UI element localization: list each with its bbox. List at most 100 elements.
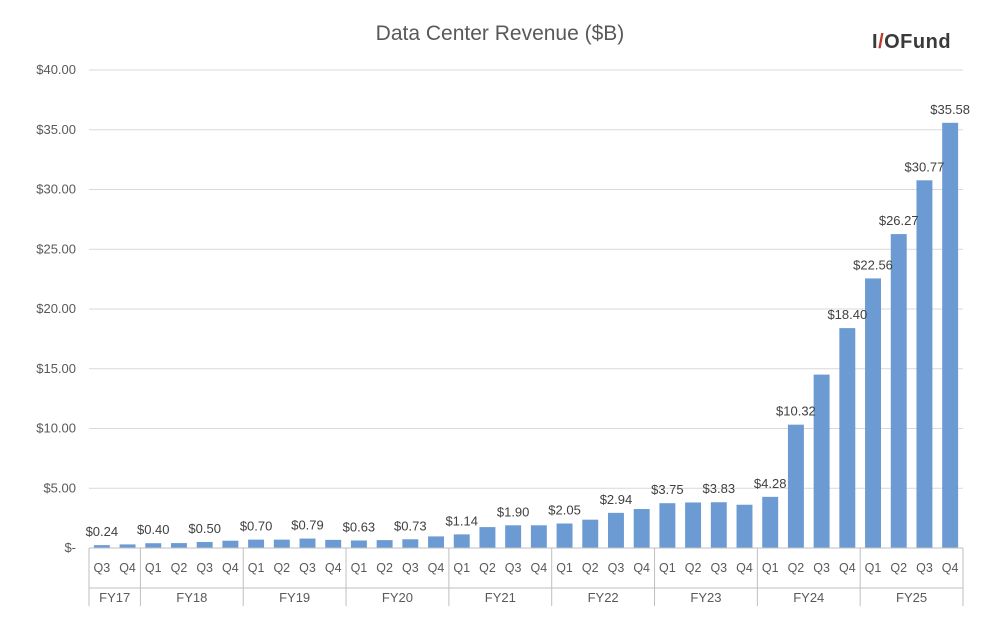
bar bbox=[890, 234, 907, 549]
data-label: $2.05 bbox=[548, 503, 581, 518]
data-label: $0.63 bbox=[343, 519, 376, 534]
x-tick-label: Q1 bbox=[248, 561, 265, 575]
x-group-label: FY19 bbox=[279, 590, 310, 605]
bar bbox=[505, 525, 522, 548]
data-label: $0.50 bbox=[188, 521, 221, 536]
x-tick-label: Q4 bbox=[325, 561, 342, 575]
x-tick-label: Q3 bbox=[402, 561, 419, 575]
data-label: $0.79 bbox=[291, 518, 324, 533]
bar bbox=[633, 509, 650, 548]
data-label: $35.58 bbox=[930, 102, 970, 117]
bar bbox=[196, 542, 213, 548]
bar bbox=[916, 180, 933, 548]
y-tick-label: $35.00 bbox=[36, 122, 76, 137]
bar bbox=[787, 424, 804, 548]
brand-logo: I/OFund bbox=[872, 31, 951, 54]
x-tick-label: Q3 bbox=[94, 561, 111, 575]
x-tick-label: Q3 bbox=[608, 561, 625, 575]
x-tick-label: Q4 bbox=[531, 561, 548, 575]
bar bbox=[273, 539, 290, 548]
x-tick-label: Q2 bbox=[273, 561, 290, 575]
x-tick-label: Q1 bbox=[865, 561, 882, 575]
x-tick-label: Q1 bbox=[556, 561, 573, 575]
y-tick-label: $30.00 bbox=[36, 182, 76, 197]
data-label: $18.40 bbox=[827, 307, 867, 322]
x-tick-label: Q2 bbox=[788, 561, 805, 575]
bar bbox=[428, 536, 444, 548]
x-tick-label: Q1 bbox=[351, 561, 368, 575]
data-label: $0.73 bbox=[394, 518, 427, 533]
x-tick-label: Q1 bbox=[659, 561, 676, 575]
bar bbox=[813, 374, 830, 548]
bar bbox=[145, 543, 162, 548]
data-label: $0.24 bbox=[86, 524, 119, 539]
data-label: $2.94 bbox=[600, 492, 633, 507]
bar bbox=[736, 504, 753, 548]
bar bbox=[608, 512, 624, 548]
data-label: $26.27 bbox=[879, 213, 919, 228]
y-tick-label: $15.00 bbox=[36, 361, 76, 376]
brand-logo-part2: OFund bbox=[884, 31, 952, 53]
data-label: $3.83 bbox=[703, 481, 736, 496]
y-tick-label: $25.00 bbox=[36, 241, 76, 256]
x-group-label: FY18 bbox=[176, 590, 207, 605]
y-tick-label: $- bbox=[64, 540, 76, 555]
x-tick-label: Q4 bbox=[428, 561, 445, 575]
data-labels: $0.24 $0.40 $0.50 $0.70 $0.79 $0.63 $0.73 $1.14… bbox=[86, 102, 970, 539]
data-label: $0.70 bbox=[240, 519, 273, 534]
x-tick-label: Q2 bbox=[685, 561, 702, 575]
x-tick-label: Q3 bbox=[196, 561, 213, 575]
data-label: $22.56 bbox=[853, 257, 893, 272]
y-tick-label: $20.00 bbox=[36, 301, 76, 316]
x-tick-label: Q3 bbox=[505, 561, 522, 575]
data-label: $0.40 bbox=[137, 522, 170, 537]
brand-logo-part1: I bbox=[872, 31, 879, 53]
bar bbox=[865, 278, 881, 548]
chart-title: Data Center Revenue ($B) bbox=[375, 22, 625, 45]
bar bbox=[376, 540, 393, 548]
y-tick-label: $5.00 bbox=[43, 480, 76, 495]
x-tick-label: Q3 bbox=[916, 561, 933, 575]
x-group-label: FY17 bbox=[99, 590, 130, 605]
bar bbox=[350, 540, 367, 548]
x-tick-label: Q2 bbox=[582, 561, 599, 575]
bar bbox=[556, 523, 573, 548]
bar bbox=[942, 122, 959, 548]
y-axis: $- $5.00 $10.00 $15.00 $20.00 $25.00 $30.00 $35… bbox=[36, 62, 76, 555]
x-tick-label: Q1 bbox=[145, 561, 162, 575]
bar bbox=[119, 544, 136, 548]
bar bbox=[299, 538, 316, 548]
x-tick-label: Q4 bbox=[119, 561, 136, 575]
x-group-label: FY22 bbox=[588, 590, 619, 605]
x-tick-label: Q4 bbox=[839, 561, 856, 575]
bar bbox=[453, 534, 470, 548]
x-tick-label: Q1 bbox=[762, 561, 779, 575]
x-tick-label: Q2 bbox=[890, 561, 907, 575]
x-group-label: FY23 bbox=[690, 590, 721, 605]
x-tick-label: Q2 bbox=[376, 561, 393, 575]
x-axis: Q3 Q4 Q1 Q2 Q3 Q4 Q1 Q2 Q3 Q4 Q1 Q2 Q3 Q4 Q1 Q2 Q3 Q4 Q1 Q2… bbox=[88, 547, 964, 606]
bar bbox=[530, 525, 547, 548]
bar bbox=[479, 527, 496, 548]
x-tick-label: Q4 bbox=[736, 561, 753, 575]
x-group-label: FY24 bbox=[793, 590, 824, 605]
x-group-label: FY25 bbox=[896, 590, 927, 605]
x-tick-label: Q4 bbox=[222, 561, 239, 575]
bar bbox=[171, 543, 187, 548]
y-tick-label: $10.00 bbox=[36, 421, 76, 436]
y-tick-label: $40.00 bbox=[36, 62, 76, 77]
x-tick-label: Q3 bbox=[299, 561, 316, 575]
x-group-label: FY20 bbox=[382, 590, 413, 605]
data-label: $30.77 bbox=[905, 159, 945, 174]
bar bbox=[222, 540, 239, 548]
bar bbox=[325, 539, 342, 548]
bar bbox=[659, 503, 676, 548]
data-label: $10.32 bbox=[776, 404, 816, 419]
bar bbox=[839, 328, 856, 548]
data-label: $1.90 bbox=[497, 504, 530, 519]
data-label: $3.75 bbox=[651, 482, 684, 497]
data-label: $1.14 bbox=[445, 513, 478, 528]
data-label: $4.28 bbox=[754, 476, 787, 491]
bar-series bbox=[93, 122, 959, 549]
